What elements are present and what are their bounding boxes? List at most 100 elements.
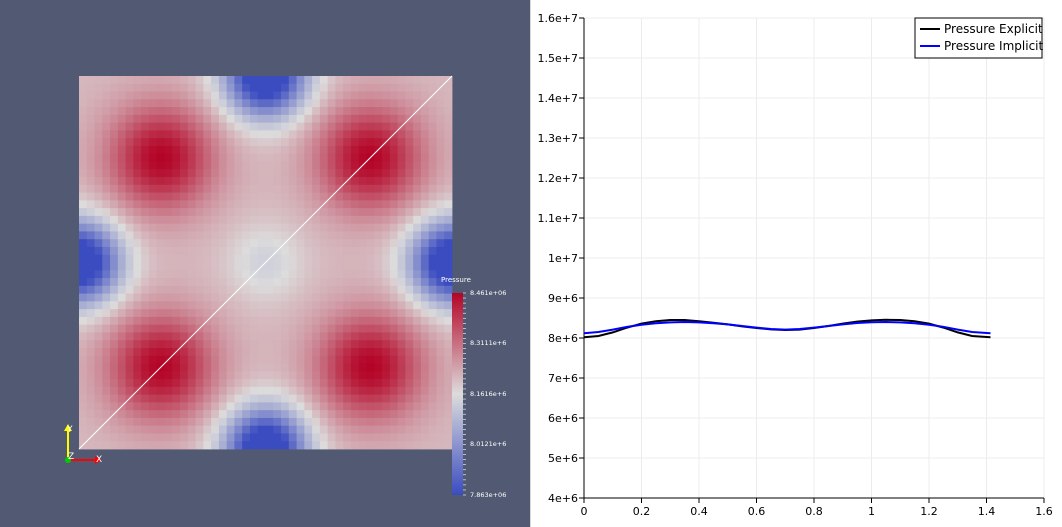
heatmap-cell (405, 316, 414, 326)
heatmap-cell (156, 130, 165, 139)
heatmap-cell (312, 122, 321, 131)
heatmap-cell (164, 324, 173, 333)
heatmap-cell (444, 417, 453, 427)
heatmap-cell (335, 433, 344, 442)
heatmap-cell (195, 192, 204, 201)
heatmap-cell (141, 91, 150, 100)
chart-legend[interactable]: Pressure Explicit Pressure Implicit (914, 17, 1044, 59)
heatmap-cell (79, 402, 88, 411)
heatmap-cell (234, 223, 243, 232)
heatmap-cell (148, 208, 158, 217)
heatmap-cell (133, 433, 142, 442)
heatmap-cell (265, 402, 274, 411)
heatmap-cell (444, 386, 453, 395)
heatmap-cell (164, 301, 173, 310)
heatmap-cell (296, 293, 305, 302)
heatmap-cell (405, 239, 414, 248)
heatmap-cell (141, 386, 150, 395)
heatmap-cell (405, 192, 414, 201)
heatmap-cell (296, 99, 305, 108)
heatmap-cell (413, 394, 422, 403)
heatmap-cell (164, 394, 173, 403)
heatmap-cell (296, 231, 305, 240)
heatmap-cell (242, 309, 251, 318)
render-view-canvas[interactable]: Pressure 8.461e+06 8.3111e+6 8.1616e+6 8… (0, 0, 531, 527)
heatmap-cell (444, 285, 453, 294)
heatmap-cell (444, 262, 453, 271)
heatmap-cell (428, 402, 437, 411)
heatmap-cell (94, 231, 103, 240)
heatmap-cell (257, 386, 266, 395)
heatmap-cell (172, 417, 181, 427)
heatmap-cell (242, 169, 251, 178)
heatmap-cell (79, 200, 88, 209)
heatmap-cell (444, 161, 453, 170)
heatmap-cell (249, 402, 259, 411)
heatmap-cell (86, 332, 95, 341)
heatmap-cell (86, 394, 95, 403)
heatmap-cell (249, 122, 259, 131)
heatmap-cell (382, 425, 391, 434)
heatmap-cell (164, 347, 173, 357)
render-view[interactable]: Pressure 8.461e+06 8.3111e+6 8.1616e+6 8… (0, 0, 531, 527)
heatmap-cell (281, 433, 290, 442)
heatmap-cell (444, 433, 453, 442)
heatmap-cell (420, 192, 430, 201)
heatmap-cell (102, 285, 111, 294)
heatmap-cell (172, 433, 181, 442)
heatmap-cell (195, 410, 204, 419)
heatmap-cell (281, 83, 290, 92)
line-chart-view[interactable]: 0 0.2 0.4 0.6 0.8 1 1.2 1.4 1.6 4e+6 5e+6 6e+6 7e+6 8… (531, 0, 1062, 527)
heatmap-cell (436, 130, 445, 139)
heatmap-cell (110, 301, 119, 310)
heatmap-cell (358, 169, 367, 178)
heatmap-cell (420, 177, 430, 186)
heatmap-cell (444, 316, 453, 326)
heatmap-cell (374, 433, 383, 442)
heatmap-cell (110, 215, 119, 225)
heatmap-cell (125, 386, 134, 395)
heatmap-cell (102, 215, 111, 225)
heatmap-cell (281, 130, 290, 139)
heatmap-cell (102, 83, 111, 92)
heatmap-cell (117, 215, 127, 225)
heatmap-cell (265, 371, 274, 380)
heatmap-cell (86, 200, 95, 209)
heatmap-cell (242, 316, 251, 326)
heatmap-cell (249, 76, 259, 85)
heatmap-cell (226, 114, 235, 124)
heatmap-cell (358, 145, 367, 155)
heatmap-cell (428, 99, 437, 108)
heatmap-cell (86, 208, 95, 217)
heatmap-cell (413, 425, 422, 434)
heatmap-cell (79, 145, 88, 155)
y-tick-label: 1.2e+7 (538, 172, 578, 185)
heatmap-cell (148, 410, 158, 419)
heatmap-cell (319, 153, 329, 162)
heatmap-cell (148, 107, 158, 116)
heatmap-cell (117, 316, 127, 326)
heatmap-cell (203, 184, 212, 193)
heatmap-cell (133, 332, 142, 341)
heatmap-cell (234, 386, 243, 395)
heatmap-cell (281, 262, 290, 271)
heatmap-cell (444, 293, 453, 302)
heatmap-cell (281, 386, 290, 395)
plot-over-line-probe[interactable] (78, 75, 453, 450)
heatmap-cell (413, 114, 422, 124)
heatmap-cell (444, 169, 453, 178)
heatmap-cell (413, 301, 422, 310)
heatmap-cell (226, 208, 235, 217)
heatmap-cell (382, 192, 391, 201)
heatmap-cell (125, 347, 134, 357)
heatmap-cell (374, 192, 383, 201)
line-chart[interactable]: 0 0.2 0.4 0.6 0.8 1 1.2 1.4 1.64e+65e+66e+67e+68… (531, 0, 1062, 527)
heatmap-cell (187, 417, 196, 427)
heatmap-cell (195, 386, 204, 395)
heatmap-cell (343, 246, 352, 256)
heatmap-cell (226, 177, 235, 186)
heatmap-cell (234, 246, 243, 256)
heatmap-cell (133, 417, 142, 427)
heatmap-cell (304, 402, 313, 411)
heatmap-cell (397, 114, 406, 124)
